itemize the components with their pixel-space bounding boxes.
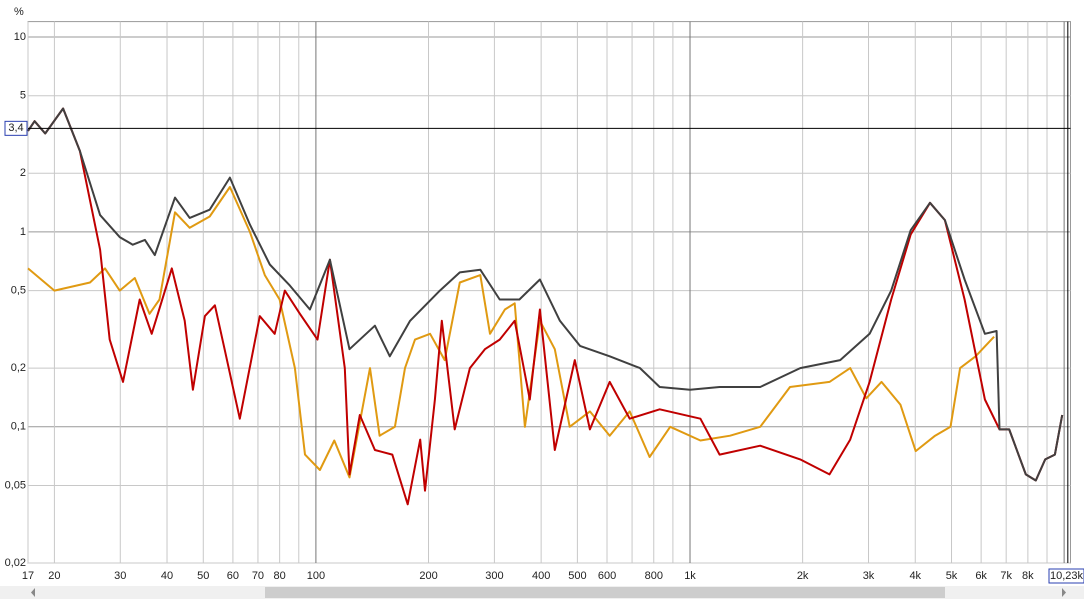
x-tick-label: 80 xyxy=(274,570,286,582)
y-tick-label: 0,02 xyxy=(5,557,26,569)
y-tick-label: 0,5 xyxy=(11,284,26,296)
y-tick-label: 10 xyxy=(14,31,26,43)
x-tick-label: 800 xyxy=(645,570,663,582)
x-tick-label: 20 xyxy=(48,570,60,582)
x-tick-label: 2k xyxy=(797,570,809,582)
x-tick-label: 1k xyxy=(684,570,696,582)
scrollbar-thumb[interactable] xyxy=(265,587,945,598)
x-tick-label: 40 xyxy=(161,570,173,582)
scroll-right[interactable] xyxy=(1062,588,1066,597)
x-tick-label: 30 xyxy=(114,570,126,582)
x-tick-label: 6k xyxy=(975,570,987,582)
x-tick-label: 600 xyxy=(598,570,616,582)
x-tick-label: 400 xyxy=(532,570,550,582)
x-tick-label: 7k xyxy=(1000,570,1012,582)
series-line xyxy=(27,186,995,479)
labels: 0,02 0,05 0,1 0,2 0,5 1 2 5 10 17 20 30 40 50 60 70 80 10… xyxy=(4,31,1084,584)
series-lines xyxy=(27,21,1071,563)
y-tick-label: 2 xyxy=(20,167,26,179)
x-tick-label: 300 xyxy=(485,570,503,582)
x-tick-label: 3k xyxy=(863,570,875,582)
y-tick-label: 0,2 xyxy=(11,362,26,374)
series-line xyxy=(27,107,1064,482)
x-tick-label: 8k xyxy=(1022,570,1034,582)
cursor-x-box xyxy=(1048,568,1084,584)
grid xyxy=(27,21,1071,564)
y-axis-label: % xyxy=(14,6,24,18)
y-tick-label: 0,05 xyxy=(5,479,26,491)
cursor-y-box xyxy=(4,120,28,136)
x-tick-label: 70 xyxy=(252,570,264,582)
y-tick-label: 0,1 xyxy=(11,421,26,433)
x-tick-label: 60 xyxy=(227,570,239,582)
x-tick-label: 17 xyxy=(22,570,34,582)
x-tick-label: 50 xyxy=(197,570,209,582)
x-tick-label: 500 xyxy=(568,570,586,582)
plot-area xyxy=(27,21,1071,564)
y-tick-label: 1 xyxy=(20,226,26,238)
scroll-left[interactable] xyxy=(31,588,35,597)
series-line xyxy=(27,107,1064,506)
x-tick-label: 200 xyxy=(419,570,437,582)
y-tick-label: 5 xyxy=(20,90,26,102)
x-tick-label: 100 xyxy=(307,570,325,582)
x-tick-label: 4k xyxy=(909,570,921,582)
cursor-y-label: 3,4 xyxy=(8,122,23,134)
x-tick-label: 5k xyxy=(946,570,958,582)
cursor-x-label: 10,23k xyxy=(1050,570,1084,582)
